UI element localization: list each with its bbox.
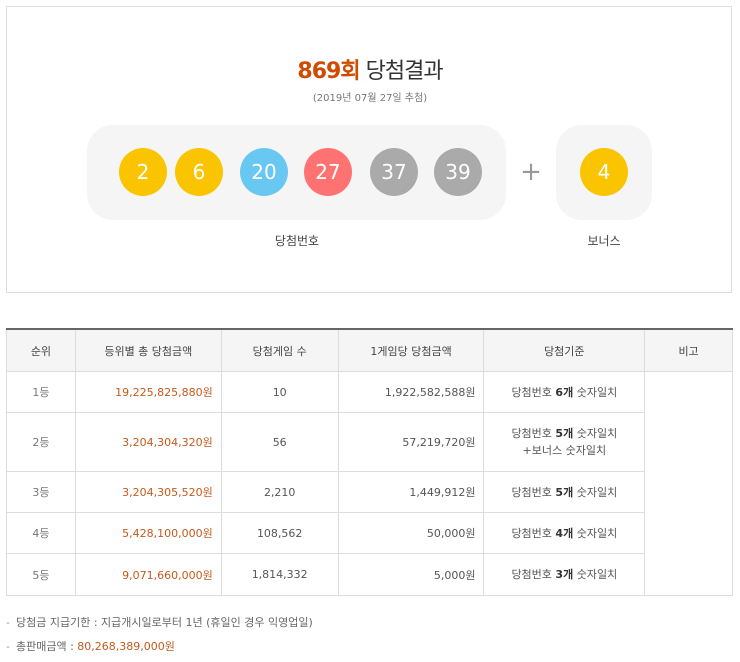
criteria: 당첨번호 5개 숫자일치 +보너스 숫자일치 <box>483 412 646 472</box>
note: - 당첨금 지급기한 : 지급개시일로부터 1년 (휴일인 경우 익영업일) <box>6 614 313 638</box>
winner-count: 2,210 <box>220 471 339 513</box>
column-header: 비고 <box>644 328 733 372</box>
ball: 2 <box>119 148 167 196</box>
winner-count: 10 <box>220 371 339 413</box>
winner-count: 1,814,332 <box>220 553 339 596</box>
prize-per-game: 50,000원 <box>337 512 485 554</box>
ball: 39 <box>434 148 482 196</box>
rank: 4등 <box>6 512 76 554</box>
total-prize: 3,204,305,520원 <box>74 471 222 513</box>
result-box <box>6 6 732 293</box>
winner-count: 108,562 <box>220 512 339 554</box>
total-prize: 3,204,304,320원 <box>74 412 222 472</box>
ball: 37 <box>370 148 418 196</box>
table-row: 4등 5,428,100,000원 108,562 50,000원 당첨번호 4개 숫자… <box>6 512 733 554</box>
winner-count: 56 <box>220 412 339 472</box>
rank: 1등 <box>6 371 76 413</box>
ball: 20 <box>240 148 288 196</box>
note-amount: 80,268,389,000원 <box>77 640 175 653</box>
numbers-label: 당첨번호 <box>274 234 320 248</box>
table-row: 3등 3,204,305,520원 2,210 1,449,912원 당첨번호 5개 숫… <box>6 471 733 513</box>
criteria-count: 5개 <box>555 485 574 499</box>
prize-per-game: 5,000원 <box>337 553 485 596</box>
notes: - 당첨금 지급기한 : 지급개시일로부터 1년 (휴일인 경우 익영업일) - 총판… <box>6 614 313 662</box>
criteria-post: 숫자일치 <box>576 485 618 499</box>
criteria: 당첨번호 3개 숫자일치 <box>483 553 646 596</box>
bonus-label: 보너스 <box>587 234 621 248</box>
rank: 5등 <box>6 553 76 596</box>
draw-date: (2019년 07월 27일 추첨) <box>312 93 428 104</box>
bullet: - <box>6 640 10 653</box>
column-header: 당첨기준 <box>483 328 646 372</box>
criteria-count: 4개 <box>555 526 574 540</box>
table-row: 1등 19,225,825,880원 10 1,922,582,588원 당첨번호 6개… <box>6 371 733 596</box>
note-text: 총판매금액 : <box>15 640 78 653</box>
prize-per-game: 57,219,720원 <box>337 412 485 472</box>
criteria-pre: 당첨번호 <box>511 385 552 399</box>
bonus-ball: 4 <box>580 148 628 196</box>
rank: 2등 <box>6 412 76 472</box>
table-row: 5등 9,071,660,000원 1,814,332 5,000원 당첨번호 3개 숫… <box>6 553 733 596</box>
prize-per-game: 1,922,582,588원 <box>337 371 485 413</box>
criteria-post: 숫자일치 <box>576 526 618 540</box>
criteria-count: 6개 <box>555 385 574 399</box>
criteria: 당첨번호 5개 숫자일치 <box>483 471 646 513</box>
criteria-post: 숫자일치 <box>576 385 618 399</box>
criteria-post: 숫자일치 <box>576 427 618 440</box>
title: 869회 당첨결과 <box>0 53 740 85</box>
column-header: 순위 <box>6 328 76 372</box>
ball: 27 <box>304 148 352 196</box>
criteria-pre: 당첨번호 <box>511 568 552 581</box>
criteria-pre: 당첨번호 <box>511 485 552 499</box>
header-row: 순위 등위별 총 당첨금액 당첨게임 수 1게임당 당첨금액 당첨기준 비고 <box>6 328 733 372</box>
criteria-extra: +보너스 숫자일치 <box>522 444 607 457</box>
criteria: 당첨번호 6개 숫자일치 <box>483 371 646 413</box>
column-header: 등위별 총 당첨금액 <box>74 328 222 372</box>
total-prize: 5,428,100,000원 <box>74 512 222 554</box>
bullet: - <box>6 616 10 629</box>
rank: 3등 <box>6 471 76 513</box>
table-row: 2등 3,204,304,320원 56 57,219,720원 당첨번호 5개 숫자일… <box>6 412 733 472</box>
title-text: 당첨결과 <box>365 59 444 84</box>
criteria-post: 숫자일치 <box>576 568 618 581</box>
column-header: 당첨게임 수 <box>220 328 339 372</box>
column-header: 1게임당 당첨금액 <box>337 328 485 372</box>
remarks <box>644 371 733 596</box>
prize-table: 순위 등위별 총 당첨금액 당첨게임 수 1게임당 당첨금액 당첨기준 비고 1등 19,2… <box>6 328 733 596</box>
plus: + <box>520 157 542 187</box>
criteria-pre: 당첨번호 <box>511 526 552 540</box>
total-prize: 19,225,825,880원 <box>74 371 222 413</box>
draw-number: 869회 <box>297 59 360 84</box>
prize-per-game: 1,449,912원 <box>337 471 485 513</box>
ball: 6 <box>175 148 223 196</box>
criteria-count: 5개 <box>555 427 574 440</box>
criteria-count: 3개 <box>555 568 574 581</box>
note-text: 당첨금 지급기한 : 지급개시일로부터 1년 (휴일인 경우 익영업일) <box>15 616 313 629</box>
total-prize: 9,071,660,000원 <box>74 553 222 596</box>
note: - 총판매금액 : 80,268,389,000원 <box>6 638 313 662</box>
criteria: 당첨번호 4개 숫자일치 <box>483 512 646 554</box>
criteria-pre: 당첨번호 <box>511 427 552 440</box>
